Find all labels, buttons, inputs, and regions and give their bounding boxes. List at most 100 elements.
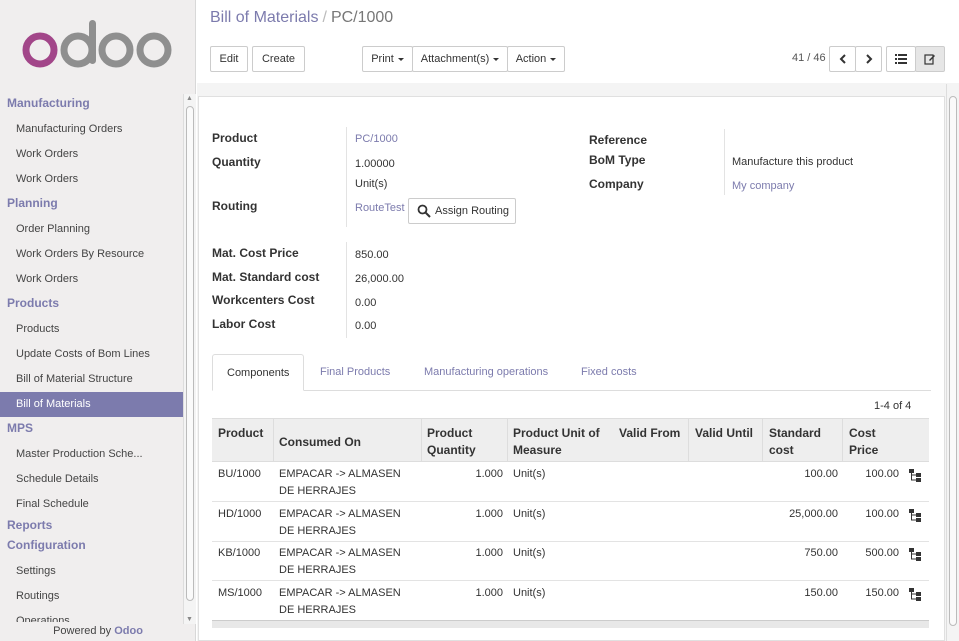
column-separator	[842, 419, 843, 462]
quantity-uom: Unit(s)	[355, 178, 388, 190]
sidebar-scroll-thumb[interactable]	[186, 106, 194, 601]
sidebar-section-title[interactable]: Configuration	[7, 538, 86, 552]
cell-uom: Unit(s)	[513, 507, 546, 520]
notebook-tabs: Components Final Products Manufacturing …	[212, 354, 931, 391]
table-row[interactable]: BU/1000 EMPACAR -> ALMASEN DE HERRAJES 1.0…	[212, 462, 929, 502]
mat-std-label: Mat. Standard cost	[212, 270, 320, 284]
cell-product: HD/1000	[218, 507, 262, 520]
column-separator	[688, 419, 689, 462]
sidebar-item[interactable]: Master Production Sche...	[16, 448, 143, 460]
breadcrumb-separator: /	[322, 9, 327, 26]
sidebar-item[interactable]: Work Orders	[16, 273, 79, 285]
tab-manufacturing-operations[interactable]: Manufacturing operations	[424, 366, 549, 378]
column-product[interactable]: Product	[218, 426, 264, 440]
routing-value[interactable]: RouteTest	[355, 202, 405, 214]
next-record-button[interactable]	[855, 46, 882, 72]
reference-label: Reference	[589, 133, 648, 147]
column-product-uom[interactable]: Product Unit of Measure	[513, 426, 600, 457]
scroll-up-icon[interactable]: ▲	[186, 95, 193, 102]
sidebar-item[interactable]: Order Planning	[16, 223, 90, 235]
sidebar-item[interactable]: Work Orders	[16, 173, 79, 185]
bom-structure-icon[interactable]	[909, 587, 923, 601]
cell-cost-price: 100.00	[865, 507, 899, 520]
company-value[interactable]: My company	[732, 180, 795, 192]
form-sheet	[198, 96, 945, 641]
content-scroll-thumb[interactable]	[949, 96, 957, 626]
sidebar-item[interactable]: Settings	[16, 565, 56, 577]
list-view-button[interactable]	[886, 46, 916, 72]
sidebar-item[interactable]: Manufacturing Orders	[16, 123, 123, 135]
column-cost-price[interactable]: Cost Price	[849, 426, 879, 457]
previous-record-button[interactable]	[829, 46, 856, 72]
breadcrumb-parent[interactable]: Bill of Materials	[210, 9, 319, 26]
bom-structure-icon[interactable]	[909, 547, 923, 561]
quantity-value: 1.00000	[355, 158, 395, 170]
scroll-down-icon[interactable]: ▼	[186, 616, 193, 623]
print-dropdown[interactable]: Print	[362, 46, 413, 72]
column-separator	[762, 419, 763, 462]
field-divider	[724, 129, 725, 195]
wc-cost-label: Workcenters Cost	[212, 293, 315, 307]
sidebar-item[interactable]: Bill of Material Structure	[16, 373, 133, 385]
list-view-icon	[895, 54, 907, 65]
routing-label: Routing	[212, 199, 258, 213]
sidebar-item[interactable]: Routings	[16, 590, 60, 602]
components-table-footer	[212, 620, 929, 628]
sidebar-section-title[interactable]: Products	[7, 296, 60, 310]
sidebar-item[interactable]: Products	[16, 323, 60, 335]
action-dropdown[interactable]: Action	[507, 46, 565, 72]
sidebar-item[interactable]: Work Orders By Resource	[16, 248, 145, 260]
attachments-dropdown[interactable]: Attachment(s)	[412, 46, 508, 72]
bom-structure-icon[interactable]	[909, 468, 923, 482]
tab-fixed-costs[interactable]: Fixed costs	[581, 366, 637, 378]
form-view-button[interactable]	[915, 46, 945, 72]
chevron-left-icon	[839, 54, 846, 64]
sidebar-scrollbar[interactable]: ▲ ▼	[183, 94, 196, 624]
column-separator	[273, 419, 274, 462]
column-standard-cost[interactable]: Standard cost	[769, 426, 822, 457]
sidebar-section-title[interactable]: MPS	[7, 421, 34, 435]
product-label: Product	[212, 131, 258, 145]
cell-cost-price: 150.00	[865, 586, 899, 599]
cell-standard-cost: 750.00	[804, 547, 838, 559]
breadcrumb-current: PC/1000	[330, 9, 394, 26]
sidebar-section-title[interactable]: Planning	[7, 196, 58, 210]
bom-type-label: BoM Type	[589, 153, 646, 167]
cell-uom: Unit(s)	[513, 586, 546, 599]
column-valid-until[interactable]: Valid Until	[695, 426, 754, 440]
edit-button[interactable]: Edit	[210, 46, 248, 72]
chevron-right-icon	[865, 54, 872, 64]
cell-consumed-on: EMPACAR -> ALMASEN DE HERRAJES	[279, 586, 401, 616]
sidebar-item[interactable]: Final Schedule	[16, 498, 89, 510]
attachments-label: Attachment(s)	[420, 53, 490, 65]
components-table-header: Product Consumed On Product Quantity Pro…	[212, 418, 929, 462]
sidebar-item[interactable]: Update Costs of Bom Lines	[16, 348, 150, 360]
product-value[interactable]: PC/1000	[355, 133, 398, 145]
sidebar-section-title[interactable]: Manufacturing	[7, 96, 90, 110]
record-count: 1-4 of 4	[874, 400, 912, 412]
create-button[interactable]: Create	[252, 46, 305, 72]
sidebar-section-title[interactable]: Reports	[7, 518, 53, 532]
content-scrollbar[interactable]	[946, 84, 959, 641]
form-view-icon	[924, 54, 935, 65]
sidebar-item[interactable]: Schedule Details	[16, 473, 99, 485]
odoo-logo[interactable]	[22, 16, 174, 72]
table-row[interactable]: MS/1000 EMPACAR -> ALMASEN DE HERRAJES 1.0…	[212, 581, 929, 621]
sidebar-item[interactable]: Bill of Materials	[0, 392, 183, 417]
powered-by: Powered by Odoo	[0, 621, 196, 641]
table-row[interactable]: KB/1000 EMPACAR -> ALMASEN DE HERRAJES 1.0…	[212, 541, 929, 581]
column-separator	[421, 419, 422, 462]
column-product-quantity[interactable]: Product Quantity	[427, 426, 476, 457]
assign-routing-button[interactable]: Assign Routing	[408, 198, 516, 224]
bom-structure-icon[interactable]	[909, 508, 923, 522]
sidebar-item[interactable]: Work Orders	[16, 148, 79, 160]
powered-by-brand[interactable]: Odoo	[114, 625, 143, 637]
table-row[interactable]: HD/1000 EMPACAR -> ALMASEN DE HERRAJES 1.0…	[212, 502, 929, 542]
tab-final-products[interactable]: Final Products	[320, 366, 391, 378]
cell-cost-price: 100.00	[865, 468, 899, 480]
labor-cost-value: 0.00	[355, 320, 377, 332]
breadcrumb: Bill of Materials / PC/1000	[210, 9, 393, 27]
column-consumed-on[interactable]: Consumed On	[279, 435, 362, 449]
tab-components[interactable]: Components	[212, 354, 305, 391]
column-valid-from[interactable]: Valid From	[619, 426, 681, 440]
